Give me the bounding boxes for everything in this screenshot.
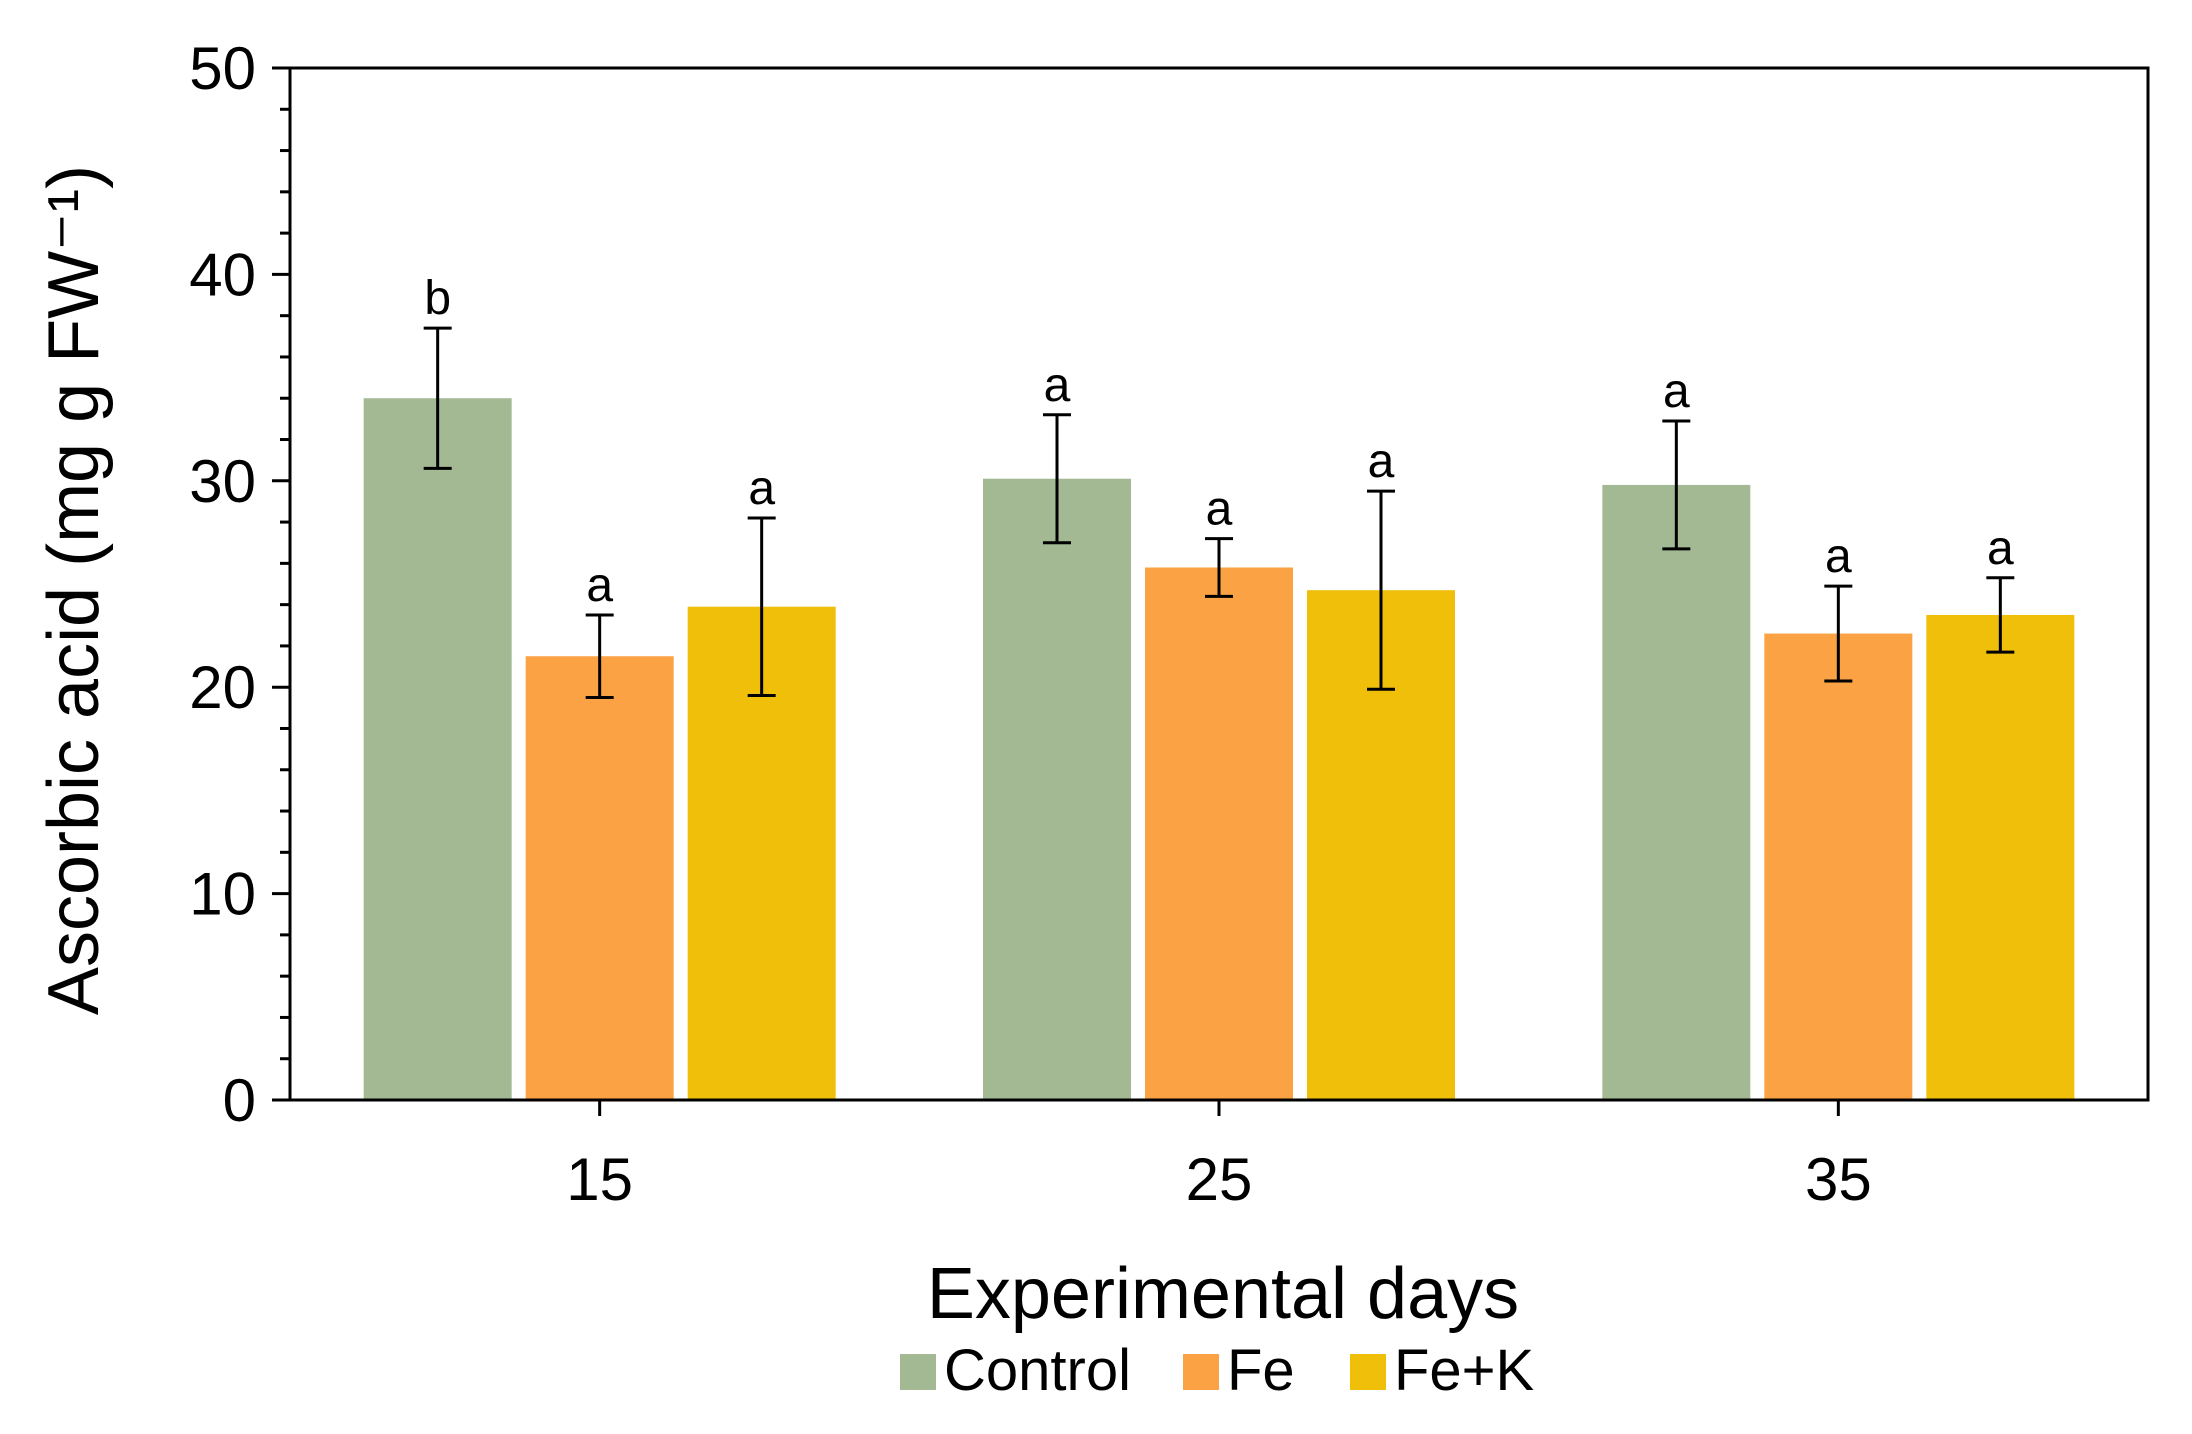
bars-layer: [363, 398, 2075, 1101]
significance-letters-layer: b a a a a a a a a: [424, 272, 2014, 612]
legend-label-fe-k: Fe+K: [1394, 1338, 1535, 1403]
bar-control-day-35: [1602, 484, 1751, 1101]
legend-swatch-control: [900, 1354, 936, 1390]
bar-fe-day-35: [1764, 633, 1913, 1100]
significance-letter: a: [748, 462, 775, 515]
plot-frame: [288, 66, 2150, 1102]
y-tick-label: 40: [189, 241, 256, 308]
bar-fe-day-15: [525, 656, 674, 1100]
x-axis-title: Experimental days: [927, 1254, 1519, 1334]
significance-letter: a: [1987, 522, 2014, 575]
axes-layer: 15 25 35 0 10 20 30 40 50: [189, 35, 2150, 1213]
y-tick-label: 30: [189, 448, 256, 515]
bar-fe-day-25: [1145, 567, 1293, 1100]
x-tick-label: 35: [1805, 1146, 1872, 1213]
significance-letter: a: [1206, 483, 1233, 536]
significance-letter: a: [1368, 435, 1395, 488]
bar-control-day-15: [363, 398, 512, 1100]
legend-swatch-fe: [1183, 1354, 1219, 1390]
significance-letter: a: [1825, 530, 1852, 583]
bar-control-day-25: [983, 478, 1131, 1101]
y-tick-label: 20: [189, 654, 256, 721]
x-tick-label: 15: [566, 1146, 633, 1213]
x-tick-label: 25: [1186, 1146, 1253, 1213]
error-bars-layer: [423, 326, 2015, 700]
significance-letter: a: [1663, 365, 1690, 418]
y-tick-label: 10: [189, 861, 256, 928]
significance-letter: a: [1044, 359, 1071, 412]
legend-label-control: Control: [944, 1338, 1131, 1403]
significance-letter: a: [586, 559, 613, 612]
significance-letter: b: [424, 272, 451, 325]
legend: Control Fe Fe+K: [900, 1338, 1535, 1403]
y-axis-title: Ascorbic acid (mg g FW⁻¹): [34, 165, 114, 1015]
legend-swatch-fe-k: [1350, 1354, 1386, 1390]
y-tick-label: 50: [189, 35, 256, 102]
legend-label-fe: Fe: [1227, 1338, 1295, 1403]
bar-fe-k-day-35: [1926, 614, 2075, 1100]
y-tick-label: 0: [223, 1067, 256, 1134]
